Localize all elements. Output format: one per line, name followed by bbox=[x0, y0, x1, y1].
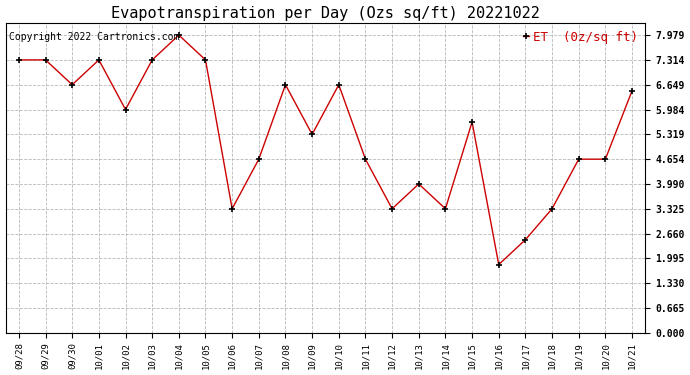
ET  (0z/sq ft) bbox=[601, 157, 609, 161]
Title: Evapotranspiration per Day (Ozs sq/ft) 20221022: Evapotranspiration per Day (Ozs sq/ft) 2… bbox=[111, 6, 540, 21]
ET  (0z/sq ft) bbox=[442, 207, 450, 211]
ET  (0z/sq ft) bbox=[335, 82, 343, 87]
ET  (0z/sq ft) bbox=[548, 207, 556, 211]
ET  (0z/sq ft) bbox=[121, 107, 130, 112]
ET  (0z/sq ft) bbox=[148, 58, 157, 62]
ET  (0z/sq ft) bbox=[388, 207, 396, 211]
ET  (0z/sq ft) bbox=[468, 120, 476, 124]
ET  (0z/sq ft) bbox=[575, 157, 583, 161]
ET  (0z/sq ft) bbox=[14, 58, 23, 62]
ET  (0z/sq ft) bbox=[255, 157, 263, 161]
ET  (0z/sq ft) bbox=[628, 88, 636, 93]
ET  (0z/sq ft) bbox=[68, 82, 77, 87]
ET  (0z/sq ft) bbox=[228, 207, 236, 211]
Line: ET  (0z/sq ft): ET (0z/sq ft) bbox=[15, 32, 635, 268]
ET  (0z/sq ft) bbox=[415, 182, 423, 186]
ET  (0z/sq ft) bbox=[41, 58, 50, 62]
ET  (0z/sq ft) bbox=[282, 82, 290, 87]
Legend: ET  (0z/sq ft): ET (0z/sq ft) bbox=[518, 26, 643, 49]
ET  (0z/sq ft) bbox=[95, 58, 103, 62]
ET  (0z/sq ft) bbox=[201, 58, 210, 62]
ET  (0z/sq ft) bbox=[495, 262, 503, 267]
Text: Copyright 2022 Cartronics.com: Copyright 2022 Cartronics.com bbox=[9, 32, 179, 42]
ET  (0z/sq ft) bbox=[308, 132, 316, 136]
ET  (0z/sq ft) bbox=[175, 33, 183, 38]
ET  (0z/sq ft) bbox=[521, 237, 529, 242]
ET  (0z/sq ft) bbox=[362, 157, 370, 161]
